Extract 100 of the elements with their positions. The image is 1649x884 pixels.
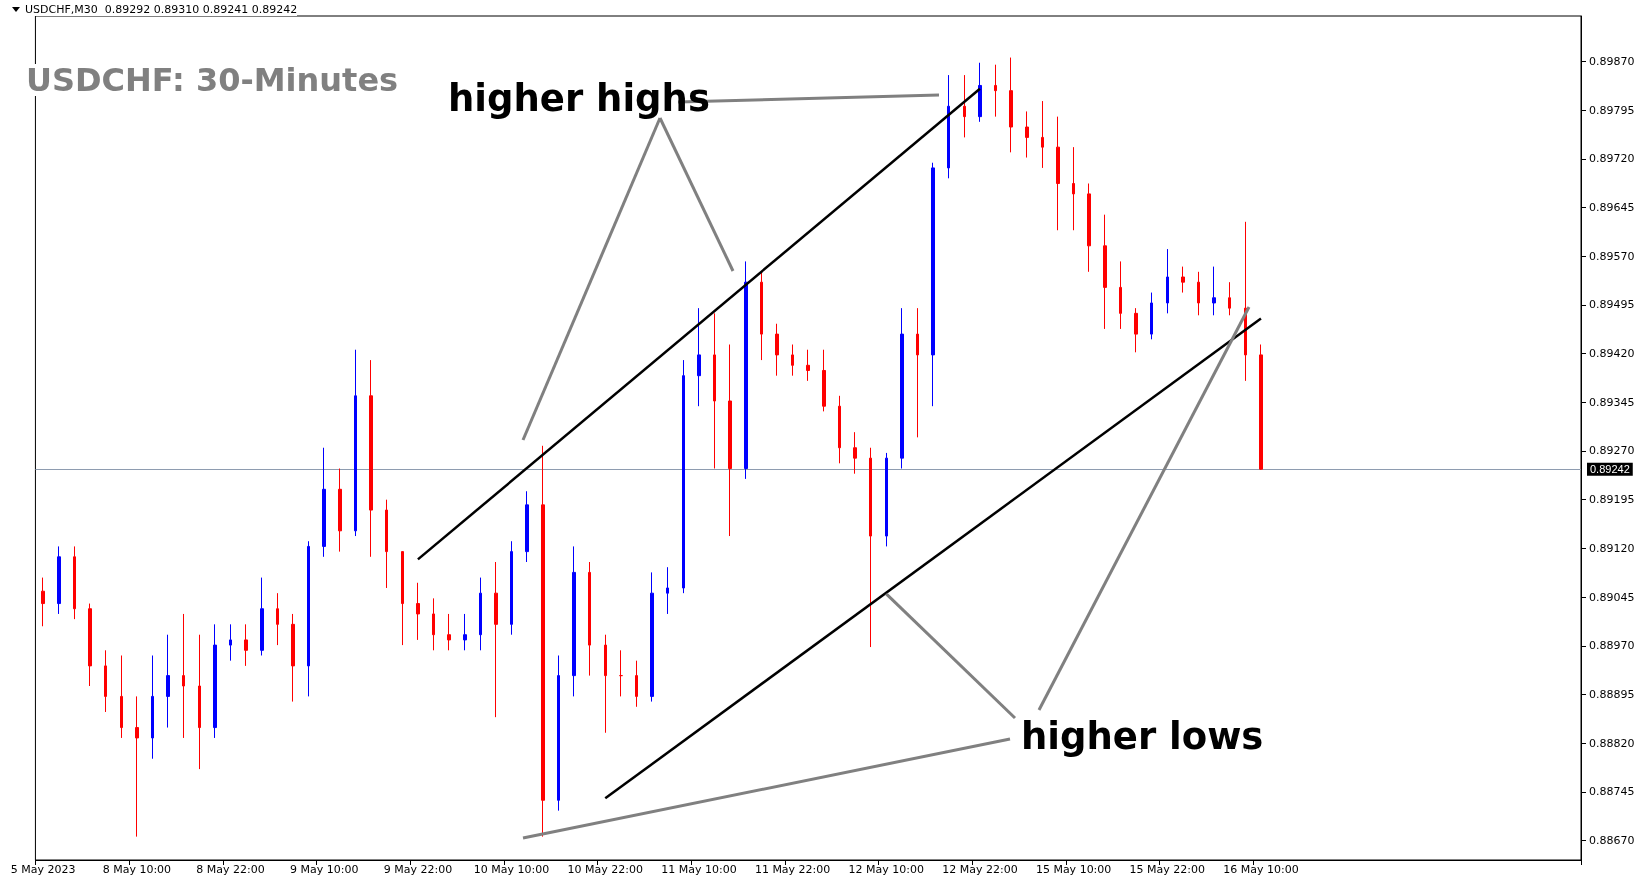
candlestick xyxy=(494,561,498,718)
y-tick-label: 0.88970 xyxy=(1589,639,1635,653)
candlestick xyxy=(385,499,388,589)
y-tick-label: 0.89870 xyxy=(1589,54,1635,68)
x-tick-label: 9 May 22:00 xyxy=(383,863,453,876)
candlestick xyxy=(182,613,185,739)
candlestick xyxy=(1228,281,1231,316)
y-tick-label: 0.89345 xyxy=(1589,395,1635,409)
candlestick xyxy=(369,359,373,558)
candlestick xyxy=(744,260,748,480)
y-tick-label: 0.89270 xyxy=(1589,444,1635,458)
y-tick-label: 0.88895 xyxy=(1589,687,1635,701)
candlestick xyxy=(338,468,342,553)
candlestick xyxy=(57,545,61,615)
candlestick xyxy=(650,571,654,703)
x-tick-label: 12 May 22:00 xyxy=(942,863,1018,876)
candlestick xyxy=(697,307,701,407)
candlestick xyxy=(166,634,170,729)
annotation: higher lows xyxy=(1021,715,1264,758)
candlestick xyxy=(307,540,310,697)
candlestick xyxy=(41,577,45,627)
y-tick-label: 0.89645 xyxy=(1589,201,1635,215)
x-tick-label: 11 May 10:00 xyxy=(661,863,737,876)
candlestick xyxy=(479,577,482,651)
candlestick xyxy=(1056,116,1060,231)
candlestick xyxy=(838,395,841,464)
candlestick xyxy=(88,603,92,687)
candlestick xyxy=(1197,271,1200,316)
candlestick xyxy=(463,613,467,651)
y-tick-label: 0.88745 xyxy=(1589,785,1635,799)
candlestick xyxy=(604,634,607,734)
candlestick xyxy=(432,597,435,651)
candlestick xyxy=(885,452,888,547)
candlestick xyxy=(416,582,420,641)
candlestick xyxy=(541,445,545,838)
candlestick xyxy=(447,613,451,651)
candlestick xyxy=(775,323,779,377)
candlestick xyxy=(525,490,529,563)
candlestick xyxy=(947,74,950,179)
x-tick-label: 8 May 10:00 xyxy=(102,863,172,876)
candlestick xyxy=(978,62,982,123)
candlestick xyxy=(588,561,591,677)
y-tick-label: 0.89045 xyxy=(1589,590,1635,604)
x-tick-label: 16 May 10:00 xyxy=(1223,863,1299,876)
y-tick-label: 0.89195 xyxy=(1589,493,1635,507)
y-tick-label: 0.88670 xyxy=(1589,834,1635,848)
candlestick xyxy=(619,649,623,697)
x-tick-label: 5 May 2023 xyxy=(10,863,76,876)
candlestick xyxy=(401,551,404,646)
candlestick xyxy=(120,654,123,739)
candlestick xyxy=(104,649,107,713)
candlestick xyxy=(853,431,857,475)
candlestick xyxy=(557,654,560,812)
y-tick-label: 0.89495 xyxy=(1589,298,1635,312)
candlestick xyxy=(1166,248,1169,314)
x-tick-label: 8 May 22:00 xyxy=(196,863,265,876)
candlestick xyxy=(1025,110,1029,159)
candlestick xyxy=(760,271,763,361)
y-tick-label: 0.89120 xyxy=(1589,541,1635,555)
candlestick xyxy=(728,344,732,537)
candlestick xyxy=(1103,214,1107,330)
candlestick xyxy=(994,64,997,118)
candlestick xyxy=(1087,183,1091,273)
candlestick xyxy=(1244,221,1247,382)
candlestick xyxy=(822,349,826,412)
candlestick xyxy=(291,613,295,703)
candlestick xyxy=(635,660,638,708)
candlestick xyxy=(791,344,794,377)
candlestick xyxy=(572,545,576,697)
candlestick xyxy=(1134,307,1138,353)
candlestick xyxy=(510,540,513,636)
candlestick xyxy=(1009,57,1013,153)
y-tick-label: 0.89570 xyxy=(1589,249,1635,263)
candlestick xyxy=(869,447,872,648)
candlestick xyxy=(682,359,685,594)
candlestick xyxy=(354,349,357,537)
candlestick xyxy=(260,577,264,656)
candlestick xyxy=(244,623,248,667)
y-tick-label: 0.89795 xyxy=(1589,103,1635,117)
candlestick xyxy=(1150,292,1153,340)
y-tick-label: 0.89420 xyxy=(1589,347,1635,361)
candlestick xyxy=(73,545,76,620)
candlestick xyxy=(713,312,716,470)
candlestick xyxy=(213,623,217,739)
candlestick xyxy=(1259,344,1263,471)
x-tick-label: 10 May 22:00 xyxy=(567,863,643,876)
x-tick-label: 12 May 10:00 xyxy=(848,863,924,876)
candlestick xyxy=(666,566,669,615)
candlestick xyxy=(806,349,810,382)
candlestick xyxy=(135,695,139,838)
x-tick-label: 15 May 22:00 xyxy=(1129,863,1205,876)
candlestick xyxy=(900,307,904,470)
annotation: higher highs xyxy=(448,77,710,120)
ref-line-label: 0.89242 xyxy=(1590,463,1630,476)
candlestick xyxy=(229,623,232,662)
x-tick-label: 10 May 10:00 xyxy=(473,863,550,876)
text: USDCHF: 30-Minutes xyxy=(26,61,399,99)
candlestick xyxy=(198,634,201,770)
text: USDCHF,M30 0.89292 0.89310 0.89241 0.89242 xyxy=(25,3,298,16)
x-tick-label: 11 May 22:00 xyxy=(754,863,831,876)
